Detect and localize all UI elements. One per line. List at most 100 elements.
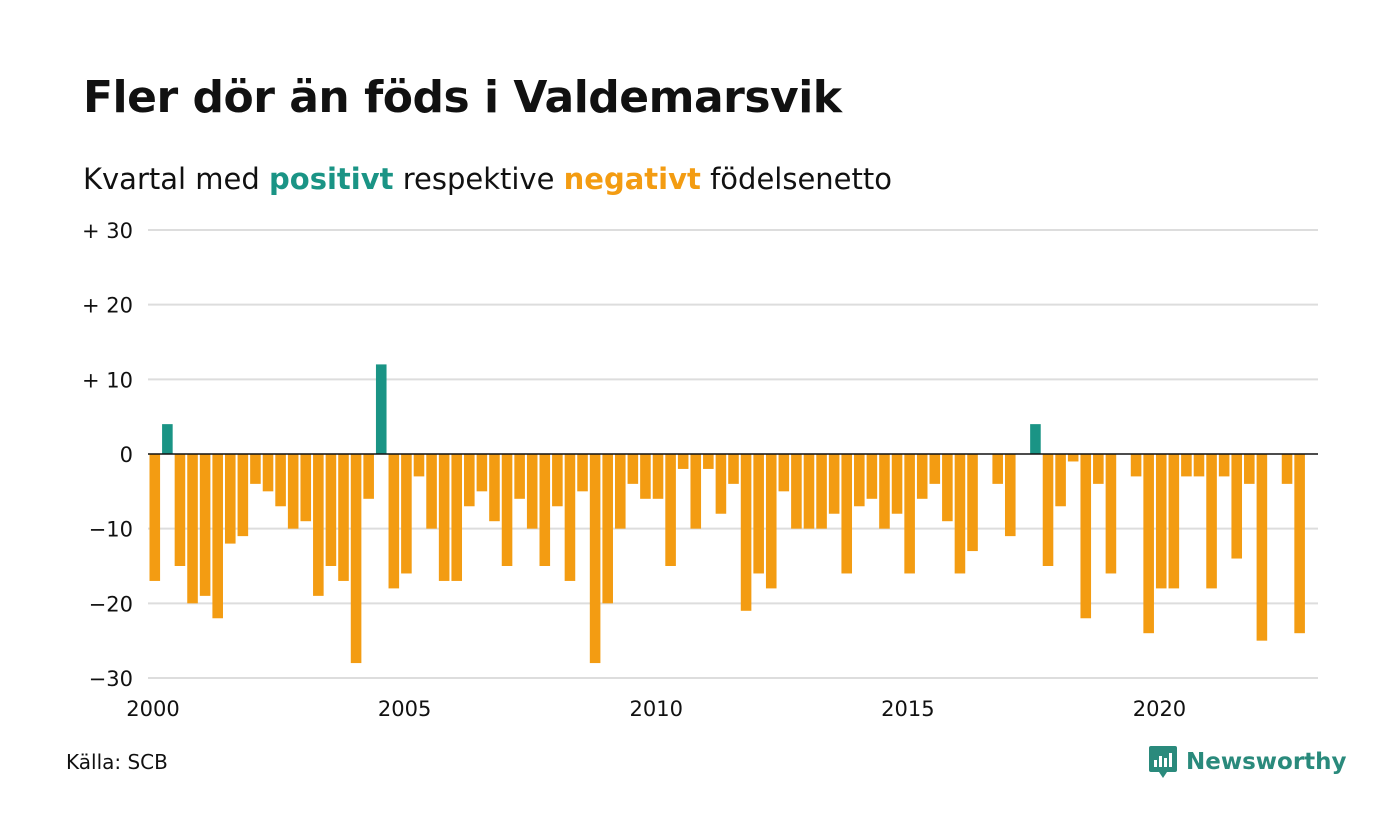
y-tick-label: −10 — [89, 518, 133, 542]
bar-negative — [338, 454, 349, 581]
bar-negative — [690, 454, 702, 529]
bar-negative — [740, 454, 752, 611]
bar-negative — [1155, 454, 1167, 589]
subtitle-negative: negativt — [563, 162, 701, 196]
bar-negative — [413, 454, 425, 477]
y-tick-label: + 10 — [82, 368, 133, 392]
bar-negative — [1281, 454, 1293, 484]
bar-negative — [967, 454, 978, 552]
bar-negative — [401, 454, 412, 574]
y-tick-label: + 20 — [82, 294, 133, 318]
bar-negative — [866, 454, 878, 499]
x-tick-label: 2010 — [629, 697, 682, 721]
bar-negative — [1294, 454, 1305, 634]
y-tick-label: 0 — [120, 443, 133, 467]
brand-logo: Newsworthy — [1148, 744, 1347, 780]
y-tick-label: −20 — [89, 592, 133, 616]
bar-negative — [514, 454, 525, 499]
bar-negative — [577, 454, 588, 492]
bar-negative — [464, 454, 475, 507]
bar-negative — [891, 454, 903, 514]
bar-negative — [828, 454, 840, 514]
bar-negative — [1218, 454, 1230, 477]
bar-negative — [640, 454, 651, 499]
newsworthy-logo-icon — [1149, 746, 1177, 778]
bar-negative — [174, 454, 186, 566]
bar-negative — [212, 454, 223, 619]
y-tick-label: −30 — [89, 667, 133, 691]
bar-negative — [589, 454, 601, 664]
bar-negative — [1080, 454, 1092, 619]
bar-negative — [1105, 454, 1117, 574]
bar-negative — [715, 454, 727, 514]
bar-negative — [627, 454, 639, 484]
bar-negative — [363, 454, 374, 499]
bar-negative — [602, 454, 613, 604]
bar-negative — [803, 454, 815, 529]
bar-negative — [237, 454, 249, 537]
bar-negative — [552, 454, 563, 507]
bar-negative — [854, 454, 865, 507]
bar-negative — [942, 454, 953, 522]
bar-negative — [1193, 454, 1205, 477]
bar-negative — [275, 454, 286, 507]
bar-negative — [325, 454, 337, 566]
bar-negative — [916, 454, 928, 499]
bar-negative — [1181, 454, 1192, 477]
x-tick-label: 2020 — [1133, 697, 1186, 721]
bar-negative — [728, 454, 739, 484]
bar-negative — [199, 454, 211, 596]
bar-negative — [287, 454, 299, 529]
bar-negative — [1206, 454, 1217, 589]
bar-negative — [149, 454, 161, 581]
bar-negative — [929, 454, 941, 484]
bar-negative — [816, 454, 827, 529]
bar-negative — [841, 454, 853, 574]
subtitle-positive: positivt — [269, 162, 394, 196]
bar-negative — [539, 454, 551, 566]
subtitle-middle: respektive — [393, 162, 564, 196]
bar-negative — [879, 454, 890, 529]
bar-negative — [262, 454, 274, 492]
bar-negative — [489, 454, 500, 522]
bar-negative — [451, 454, 463, 581]
bar-negative — [1067, 454, 1079, 462]
y-tick-label: + 30 — [82, 219, 133, 243]
bar-positive — [375, 364, 387, 454]
bar-negative — [665, 454, 676, 566]
bar-negative — [778, 454, 790, 492]
chart-title: Fler dör än föds i Valdemarsvik — [83, 72, 842, 123]
bar-negative — [677, 454, 689, 469]
bar-negative — [904, 454, 915, 574]
bar-negative — [526, 454, 538, 529]
bar-negative — [501, 454, 513, 566]
bar-negative — [564, 454, 576, 581]
bar-negative — [1130, 454, 1142, 477]
bar-negative — [1231, 454, 1243, 559]
bar-negative — [1004, 454, 1016, 537]
bar-negative — [1244, 454, 1255, 484]
bar-negative — [614, 454, 626, 529]
bar-negative — [250, 454, 261, 484]
bar-negative — [1055, 454, 1066, 507]
bar-negative — [765, 454, 777, 589]
subtitle-suffix: födelsenetto — [700, 162, 892, 196]
bar-negative — [350, 454, 362, 664]
bar-negative — [1093, 454, 1104, 484]
bar-negative — [753, 454, 764, 574]
x-tick-label: 2000 — [126, 697, 179, 721]
bar-negative — [388, 454, 400, 589]
bar-negative — [652, 454, 664, 499]
chart-subtitle: Kvartal med positivt respektive negativt… — [83, 162, 892, 196]
bar-negative — [224, 454, 236, 544]
bar-positive — [1030, 424, 1041, 454]
bar-positive — [162, 424, 173, 454]
bar-negative — [300, 454, 312, 522]
x-tick-label: 2015 — [881, 697, 934, 721]
bar-negative — [703, 454, 714, 469]
brand-name: Newsworthy — [1186, 749, 1347, 775]
bar-negative — [438, 454, 450, 581]
source-note: Källa: SCB — [66, 750, 168, 774]
bar-negative — [187, 454, 198, 604]
